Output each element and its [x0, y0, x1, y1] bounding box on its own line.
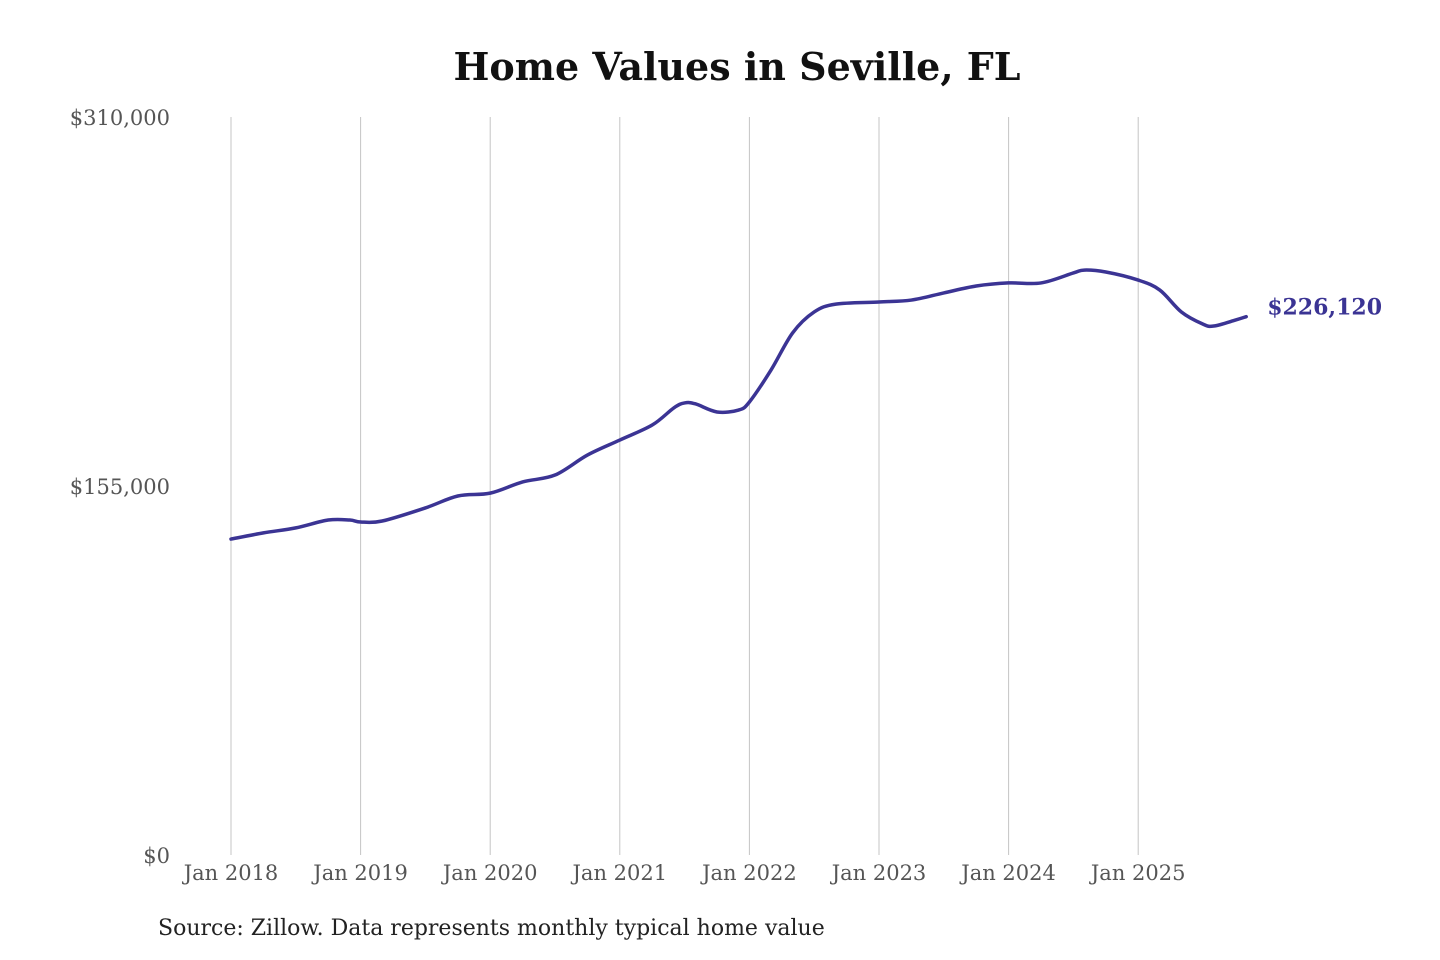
x-tick-label: Jan 2018	[182, 861, 279, 885]
x-tick-label: Jan 2021	[571, 861, 668, 885]
chart-title: Home Values in Seville, FL	[453, 44, 1021, 89]
x-tick-label: Jan 2024	[959, 861, 1056, 885]
y-tick-label: $310,000	[70, 106, 170, 130]
series-line	[229, 268, 1248, 541]
source-note: Source: Zillow. Data represents monthly …	[158, 916, 825, 941]
x-tick-label: Jan 2020	[441, 861, 538, 885]
end-value-label: $226,120	[1267, 295, 1382, 321]
x-tick-label: Jan 2025	[1089, 861, 1186, 885]
x-tick-label: Jan 2019	[311, 861, 408, 885]
y-tick-label: $0	[143, 844, 170, 868]
x-tick-label: Jan 2023	[830, 861, 927, 885]
x-tick-label: Jan 2022	[700, 861, 797, 885]
y-tick-label: $155,000	[70, 475, 170, 499]
